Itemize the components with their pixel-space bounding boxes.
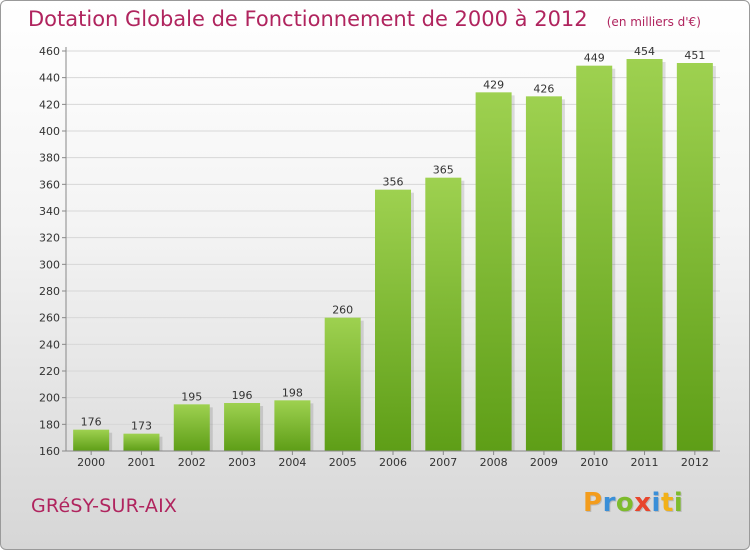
y-tick-label: 240	[39, 338, 60, 351]
bar[interactable]	[73, 429, 110, 451]
y-tick-label: 420	[39, 98, 60, 111]
x-tick-label: 2005	[329, 456, 357, 469]
x-tick-label: 2009	[530, 456, 558, 469]
bar-value-label: 365	[433, 164, 454, 177]
logo-letter: x	[634, 488, 652, 518]
logo-letter: r	[602, 488, 616, 518]
x-tick-label: 2007	[429, 456, 457, 469]
x-tick-label: 2000	[77, 456, 105, 469]
y-tick-label: 440	[39, 72, 60, 85]
bar[interactable]	[576, 65, 613, 452]
y-tick-label: 300	[39, 258, 60, 271]
logo-letter: t	[660, 488, 674, 518]
y-tick-label: 400	[39, 125, 60, 138]
x-tick-label: 2010	[580, 456, 608, 469]
bar-value-label: 426	[533, 82, 554, 95]
bar[interactable]	[173, 404, 210, 451]
bar[interactable]	[274, 400, 311, 451]
bar[interactable]	[224, 403, 261, 451]
y-tick-label: 220	[39, 365, 60, 378]
bar[interactable]	[525, 96, 562, 451]
bar-value-label: 196	[232, 389, 253, 402]
bar-value-label: 429	[483, 78, 504, 91]
chart-title: Dotation Globale de Fonctionnement de 20…	[28, 7, 588, 31]
bar[interactable]	[475, 92, 512, 451]
logo-letter: i	[651, 488, 661, 518]
bar[interactable]	[425, 177, 462, 451]
bars: 176 173 195 196 198 260 356 365 429 426 449 454 451	[73, 45, 716, 452]
bar-value-label: 195	[181, 390, 202, 403]
y-tick-label: 160	[39, 445, 60, 458]
y-tick-label: 180	[39, 418, 60, 431]
x-tick-label: 2003	[228, 456, 256, 469]
logo-letter: P	[583, 488, 603, 518]
bar[interactable]	[375, 189, 411, 451]
y-tick-label: 340	[39, 205, 60, 218]
x-tick-label: 2006	[379, 456, 407, 469]
proxiti-logo[interactable]: Proxiti	[583, 488, 683, 518]
chart-subtitle: (en milliers d'€)	[606, 15, 701, 29]
bar-value-label: 176	[81, 416, 102, 429]
logo-letter: i	[673, 488, 684, 518]
bar-value-label: 198	[282, 386, 303, 399]
x-tick-label: 2004	[278, 456, 306, 469]
y-tick-label: 380	[39, 152, 60, 165]
bar[interactable]	[324, 317, 361, 451]
y-tick-label: 320	[39, 232, 60, 245]
city-name: GRéSY-SUR-AIX	[31, 495, 178, 517]
y-tick-label: 280	[39, 285, 60, 298]
y-tick-label: 260	[39, 312, 60, 325]
axes: 160 180 200 220 240 260 280 300 320 340 360 380 400 4…	[39, 45, 720, 469]
y-tick-label: 360	[39, 178, 60, 191]
x-tick-label: 2001	[127, 456, 155, 469]
bar[interactable]	[123, 433, 160, 451]
bar-value-label: 260	[332, 304, 353, 317]
y-tick-label: 200	[39, 392, 60, 405]
bar-value-label: 173	[131, 420, 152, 433]
title-bar: Dotation Globale de Fonctionnement de 20…	[28, 7, 701, 31]
bar[interactable]	[626, 59, 663, 451]
x-tick-label: 2012	[681, 456, 709, 469]
bar-value-label: 451	[684, 49, 705, 62]
x-tick-label: 2011	[631, 456, 659, 469]
x-tick-label: 2008	[480, 456, 508, 469]
logo-letter: o	[615, 488, 635, 518]
y-tick-label: 460	[39, 45, 60, 58]
x-tick-label: 2002	[178, 456, 206, 469]
bar-value-label: 454	[634, 45, 655, 58]
bar-value-label: 356	[383, 176, 404, 189]
bar[interactable]	[676, 63, 713, 451]
bar-value-label: 449	[584, 52, 605, 65]
